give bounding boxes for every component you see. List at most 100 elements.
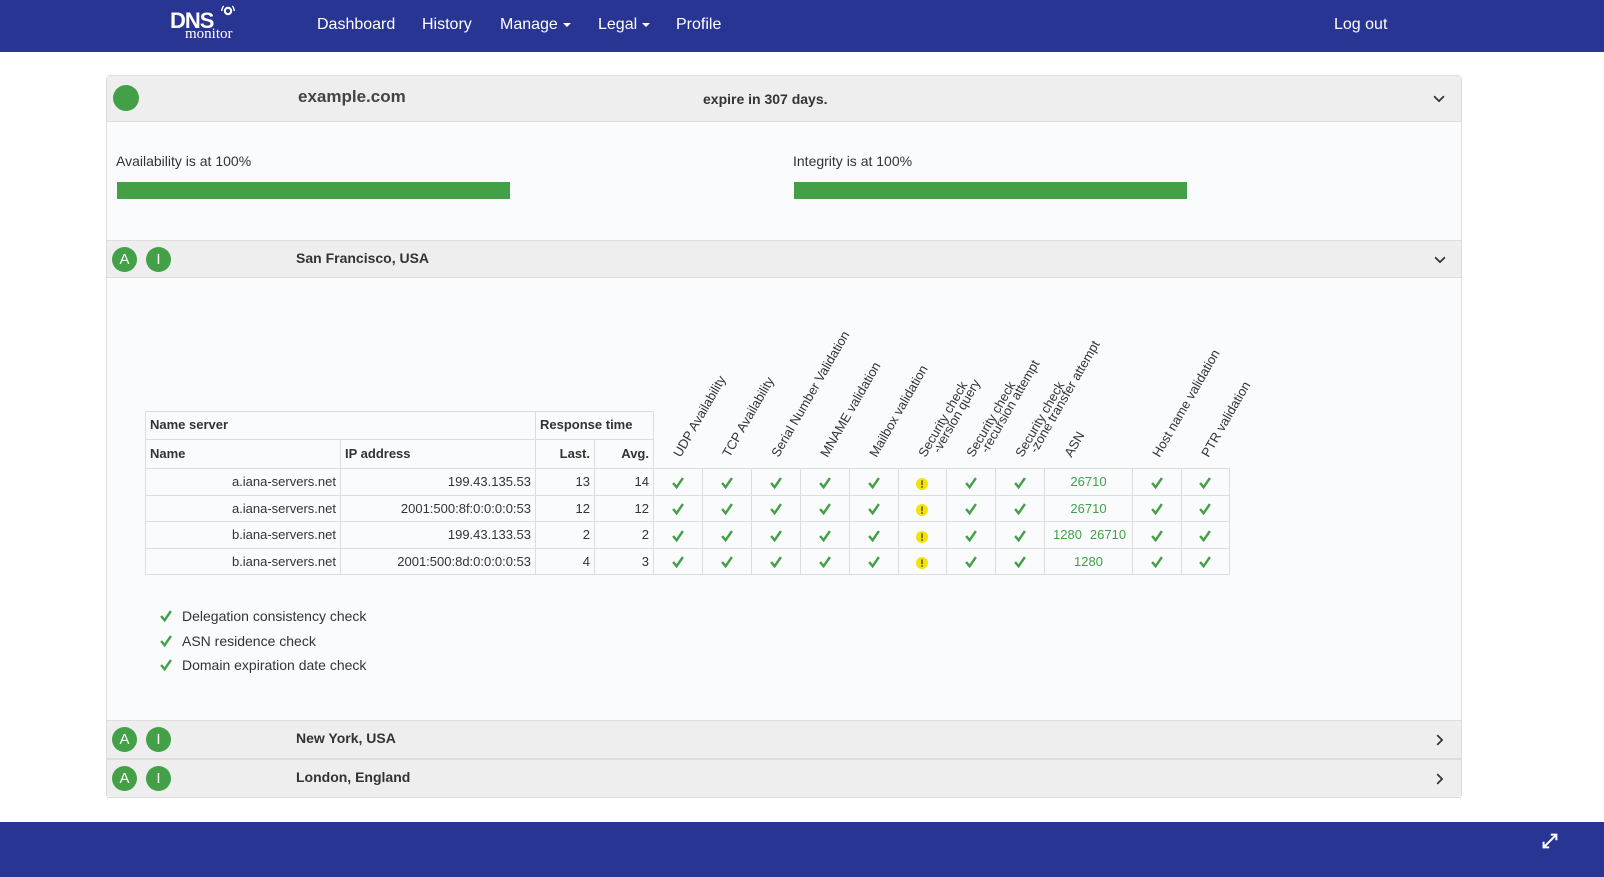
status-dot xyxy=(113,85,139,111)
table-cell: 1280 xyxy=(1044,548,1133,575)
domain-header[interactable] xyxy=(107,76,1461,122)
check-icon xyxy=(720,555,734,569)
check-item: Delegation consistency check xyxy=(182,608,367,624)
check-icon xyxy=(964,502,978,516)
location-header[interactable] xyxy=(107,720,1461,759)
check-icon xyxy=(720,529,734,543)
check-icon xyxy=(1150,529,1164,543)
table-cell: 26710 xyxy=(1044,468,1133,496)
table-group-header: Name server xyxy=(145,411,536,440)
check-icon xyxy=(964,476,978,490)
check-icon xyxy=(159,634,173,648)
chevron[interactable] xyxy=(1433,772,1447,786)
check-icon xyxy=(769,502,783,516)
check-icon xyxy=(159,658,173,672)
table-header: IP address xyxy=(340,439,536,469)
chevron[interactable] xyxy=(1433,253,1447,267)
check-icon xyxy=(1013,476,1027,490)
check-icon xyxy=(769,529,783,543)
domain-expiry: expire in 307 days. xyxy=(703,91,828,107)
check-icon xyxy=(1198,502,1212,516)
check-icon xyxy=(159,609,173,623)
warning-icon xyxy=(916,503,928,516)
logo-top: DNS xyxy=(170,8,214,33)
location-name: New York, USA xyxy=(296,730,396,746)
badge: A xyxy=(112,247,137,272)
table-cell: 13 xyxy=(535,468,595,496)
location-header[interactable] xyxy=(107,240,1461,278)
check-icon xyxy=(671,555,685,569)
table-cell: 2 xyxy=(594,521,654,549)
check-icon xyxy=(769,555,783,569)
check-icon xyxy=(671,476,685,490)
nav-link[interactable]: History xyxy=(422,16,472,33)
warning-icon xyxy=(916,477,928,490)
asn: 1280 xyxy=(1074,554,1103,569)
location-header[interactable] xyxy=(107,759,1461,798)
check-icon xyxy=(1013,529,1027,543)
check-icon xyxy=(720,476,734,490)
progress-label: Availability is at 100% xyxy=(116,153,252,169)
table-cell: 199.43.133.53 xyxy=(340,521,536,549)
check-icon xyxy=(818,529,832,543)
navbar xyxy=(0,0,1604,52)
table-cell: a.iana-servers.net xyxy=(145,495,341,522)
table-header: Name xyxy=(145,439,341,469)
nav-link[interactable]: Manage xyxy=(500,15,571,35)
logo-bottom: monitor xyxy=(185,26,233,42)
progress-label: Integrity is at 100% xyxy=(793,153,913,169)
badge: I xyxy=(146,727,171,752)
chevron[interactable] xyxy=(1432,92,1446,106)
progress-bar xyxy=(117,182,510,199)
badge: A xyxy=(112,727,137,752)
table-cell: b.iana-servers.net xyxy=(145,521,341,549)
asn: 26710 xyxy=(1070,501,1107,516)
badge: A xyxy=(112,766,137,791)
check-icon xyxy=(1150,502,1164,516)
location-name: London, England xyxy=(296,769,411,785)
check-icon xyxy=(1150,476,1164,490)
check-icon xyxy=(1013,555,1027,569)
check-item: ASN residence check xyxy=(182,632,316,649)
logout-link[interactable]: Log out xyxy=(1334,16,1388,33)
table-cell: a.iana-servers.net xyxy=(145,468,341,496)
check-icon xyxy=(818,476,832,490)
warning-icon xyxy=(916,556,928,569)
check-icon xyxy=(1198,476,1212,490)
badge: I xyxy=(146,247,171,272)
table-cell: 12 xyxy=(594,495,654,522)
table-cell: 4 xyxy=(535,548,595,575)
expand-icon[interactable] xyxy=(1542,833,1558,849)
table-cell: 3 xyxy=(594,548,654,575)
nav-link[interactable]: Legal xyxy=(598,15,651,35)
dropdown-caret xyxy=(562,22,571,27)
table-cell: 14 xyxy=(594,468,654,496)
location-name: San Francisco, USA xyxy=(296,250,430,266)
check-icon xyxy=(1013,502,1027,516)
table-cell: 2001:500:8f:0:0:0:0:53 xyxy=(340,495,536,522)
logo-eye xyxy=(214,4,242,18)
check-icon xyxy=(867,529,881,543)
asn: 1280 xyxy=(1053,527,1082,542)
check-icon xyxy=(671,502,685,516)
check-icon xyxy=(867,502,881,516)
check-icon xyxy=(867,476,881,490)
check-icon xyxy=(867,555,881,569)
check-icon xyxy=(720,502,734,516)
badge: I xyxy=(146,766,171,791)
chevron[interactable] xyxy=(1433,733,1447,747)
nav-link[interactable]: Dashboard xyxy=(317,16,396,33)
nav-link[interactable]: Profile xyxy=(676,16,722,33)
warning-icon xyxy=(916,530,928,543)
table-cell: 2001:500:8d:0:0:0:0:53 xyxy=(340,548,536,575)
check-icon xyxy=(1198,555,1212,569)
table-header: Avg. xyxy=(594,439,654,469)
check-item: Domain expiration date check xyxy=(182,657,367,673)
check-icon xyxy=(818,555,832,569)
table-cell: 2 xyxy=(535,521,595,549)
table-cell: 199.43.135.53 xyxy=(340,468,536,496)
check-icon xyxy=(1198,529,1212,543)
table-cell: 12 xyxy=(535,495,595,522)
